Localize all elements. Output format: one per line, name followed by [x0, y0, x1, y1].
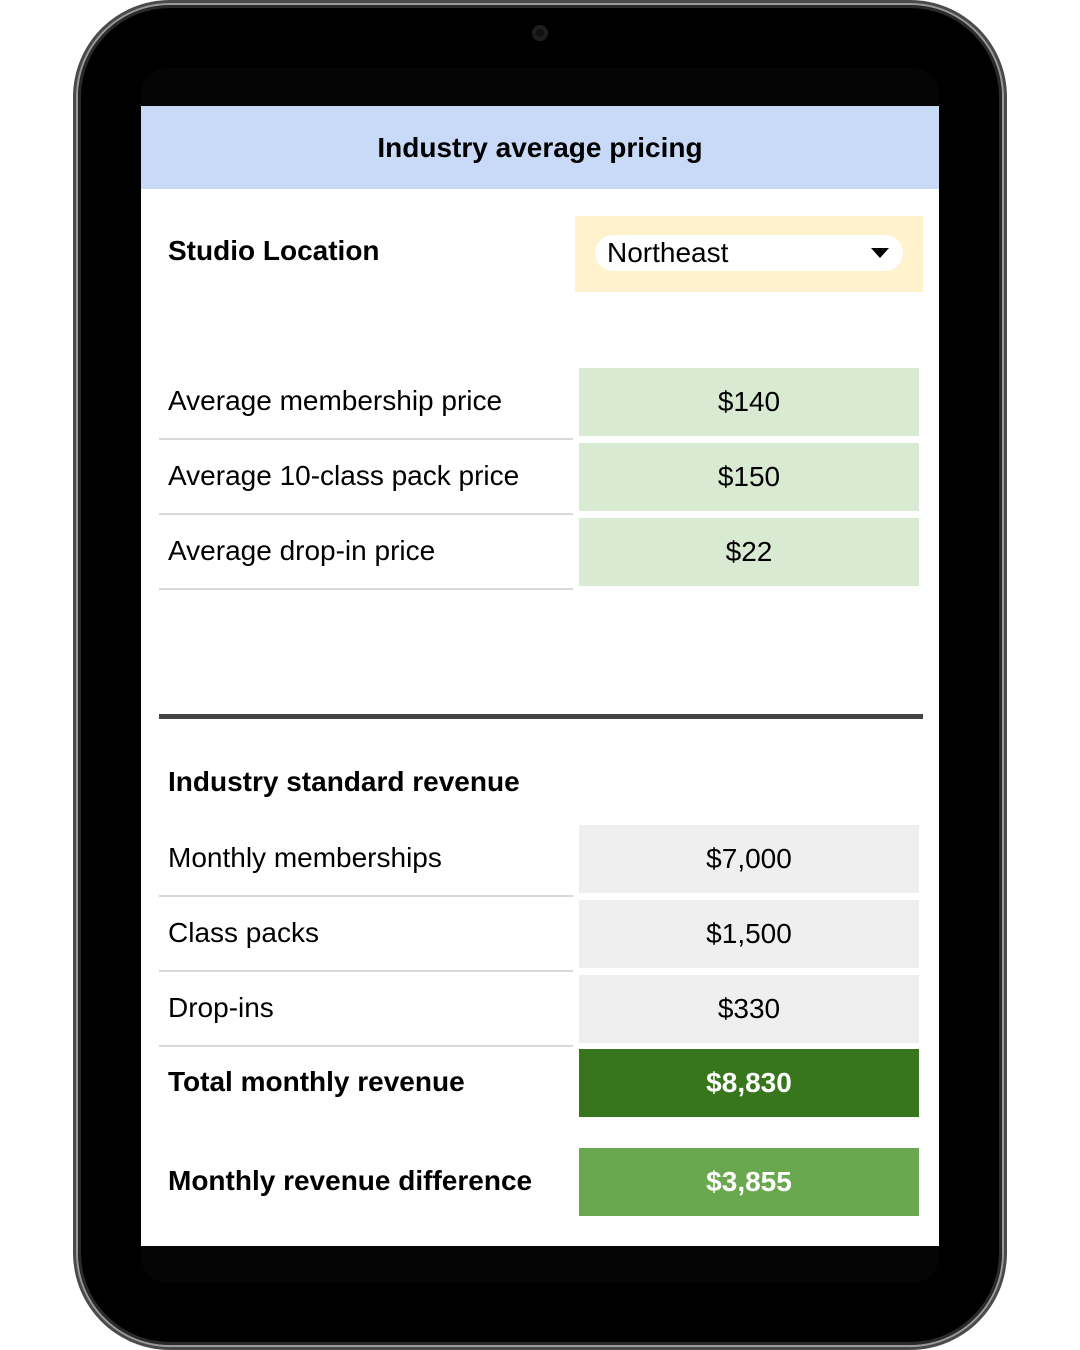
class-pack-price-label: Average 10-class pack price — [168, 460, 520, 491]
monthly-memberships-value: $7,000 — [579, 825, 919, 893]
drop-ins-value: $330 — [579, 975, 919, 1043]
membership-price-label: Average membership price — [168, 385, 503, 416]
row-divider — [159, 895, 573, 897]
section-divider — [159, 714, 923, 719]
total-revenue-label: Total monthly revenue — [168, 1066, 465, 1097]
studio-location-label: Studio Location — [168, 235, 380, 266]
row-divider — [159, 970, 573, 972]
revenue-difference-label: Monthly revenue difference — [168, 1165, 533, 1196]
class-packs-label: Class packs — [168, 917, 319, 948]
membership-price-value: $140 — [579, 368, 919, 436]
page-title: Industry average pricing — [141, 106, 939, 189]
class-packs-value: $1,500 — [579, 900, 919, 968]
revenue-difference-value: $3,855 — [579, 1148, 919, 1216]
row-divider — [159, 588, 573, 590]
camera-icon — [533, 26, 547, 40]
drop-in-price-label: Average drop-in price — [168, 535, 436, 566]
monthly-memberships-label: Monthly memberships — [168, 842, 442, 873]
revenue-section-title: Industry standard revenue — [168, 766, 520, 797]
drop-in-price-value: $22 — [579, 518, 919, 586]
page-title-text: Industry average pricing — [377, 131, 703, 163]
row-divider — [159, 1045, 573, 1047]
studio-location-dropdown[interactable]: Northeast — [595, 235, 903, 271]
studio-location-selected: Northeast — [607, 237, 729, 268]
row-divider — [159, 513, 573, 515]
studio-location-cell: Northeast — [575, 216, 923, 292]
class-pack-price-value: $150 — [579, 443, 919, 511]
drop-ins-label: Drop-ins — [168, 992, 274, 1023]
chevron-down-icon[interactable] — [871, 248, 889, 258]
total-revenue-value: $8,830 — [579, 1049, 919, 1117]
row-divider — [159, 438, 573, 440]
spreadsheet-screen: Industry average pricing Studio Location… — [141, 106, 939, 1246]
